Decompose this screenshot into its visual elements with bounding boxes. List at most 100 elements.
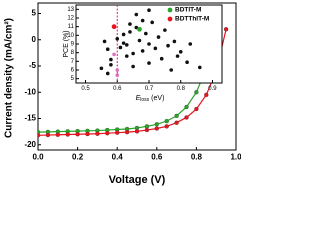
chart: 0.0 0.2 0.4 0.6 0.8 1.0 -20 -15 -10 -5 0 5 0.5 0.6 0.7… [4,2,241,186]
y-tick-label: -10 [24,87,36,96]
point [150,20,154,25]
point [131,64,135,69]
point [115,130,120,135]
legend-marker [167,7,173,13]
point [159,56,164,61]
y-tick-label: 6 [71,68,75,74]
legend-label: BDTIT-M [175,7,201,14]
y-tick-label: 7 [71,59,75,65]
point [147,8,151,12]
point [147,61,151,65]
point [121,32,126,37]
point [164,118,169,124]
point [156,35,161,39]
point [188,42,193,46]
y-tick-label: 5 [71,76,75,82]
x-tick-label: 0.5 [81,86,90,92]
point [140,49,145,53]
x-tick-label: 0.6 [113,86,122,92]
point [144,127,150,133]
y-tick-label: 10 [67,33,74,39]
point [184,104,189,110]
point [166,43,170,48]
point [65,132,70,137]
x-tick-label: 0.8 [177,86,186,92]
x-tick-label: 0.4 [112,152,124,161]
y-tick-label: -15 [24,114,36,123]
point [204,92,209,98]
point [169,68,174,72]
inset-x-title: Eloss (eV) [136,95,165,103]
point [174,120,179,125]
point [172,39,177,44]
y-tick-label: 13 [67,7,74,13]
series-group [38,27,229,138]
x-tick-label: 0.8 [191,152,203,161]
x-tick-label: 0.6 [151,152,163,161]
legend-marker [167,16,173,22]
point [223,27,229,32]
point [99,66,104,71]
point [178,50,183,54]
x-tick-label: 0.7 [145,86,154,92]
point [85,131,90,137]
y-tick-label: 11 [68,24,75,30]
point [105,71,110,76]
point [105,131,110,136]
point [137,26,142,32]
y-tick-label: -20 [24,140,36,149]
point [38,133,41,138]
point [112,52,116,57]
point [38,130,41,135]
point [115,73,120,77]
point [144,31,148,36]
point [154,126,159,131]
inset-x-title-sub: loss [140,97,149,103]
point [184,115,189,120]
point [197,65,202,70]
point [134,25,139,30]
point [128,30,132,34]
x-tick-label: 0.2 [72,152,84,161]
point [121,41,126,45]
inset-x-title-unit: (eV) [151,95,164,102]
inset-x-title-main: E [136,95,141,102]
y-tick-label: 8 [71,50,75,56]
point [124,43,129,47]
point [174,113,179,119]
y-axis-title: Current density (mA/cm²) [4,18,15,138]
inset-y-title: PCE (%) [63,30,70,57]
point [55,132,60,137]
point [109,63,113,67]
legend-label: BDTThIT-M [175,16,209,23]
point [194,106,199,112]
point [118,45,123,50]
point [115,37,120,41]
x-axis-title: Voltage (V) [109,174,166,186]
point [102,39,107,44]
point [95,131,100,136]
point [175,54,180,58]
point [134,12,139,17]
point [128,22,132,26]
point [154,122,159,127]
point [105,47,110,51]
point [185,60,189,64]
point [164,124,169,129]
x-tick-label: 0.0 [32,152,44,161]
point [111,24,117,30]
point [115,68,120,72]
x-tick-label: 0.9 [208,86,217,92]
y-tick-label: 5 [32,9,37,18]
point [45,132,51,138]
point [144,124,150,129]
y-tick-label: 0 [32,35,37,44]
point [147,42,151,46]
y-tick-label: 9 [71,42,75,48]
point [124,129,130,135]
point [163,28,167,32]
y-tick-label: -5 [29,61,37,70]
point [109,57,113,62]
point [134,129,140,134]
point [153,46,158,51]
